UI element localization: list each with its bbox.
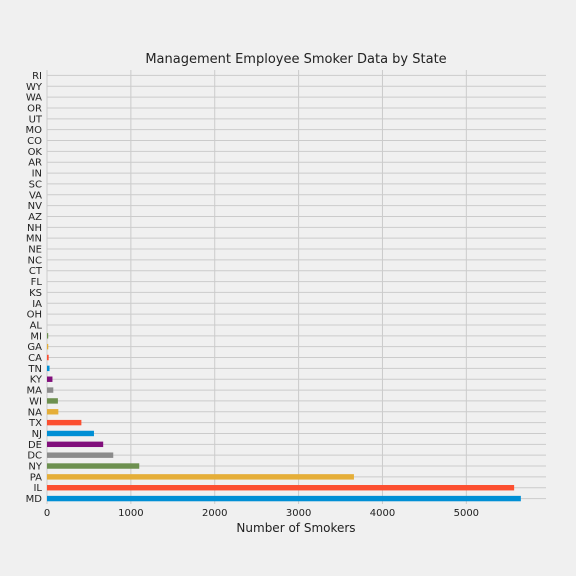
bar-nj — [47, 431, 94, 436]
y-tick-label: NE — [28, 245, 42, 256]
y-tick-label: OR — [27, 103, 42, 114]
bar-dc — [47, 452, 113, 457]
y-tick-label: KS — [29, 288, 42, 299]
y-tick-label: WI — [29, 396, 42, 407]
y-tick-label: NH — [27, 223, 42, 234]
y-tick-label: NA — [28, 407, 42, 418]
y-tick-label: CO — [27, 136, 42, 147]
y-tick-label: WA — [26, 93, 42, 104]
y-tick-label: FL — [31, 277, 43, 288]
y-tick-label: OK — [28, 147, 43, 158]
y-tick-label: NC — [28, 255, 42, 266]
y-tick-label: GA — [27, 342, 42, 353]
x-tick-label: 2000 — [202, 508, 227, 519]
bars — [47, 333, 521, 501]
y-tick-label: DE — [28, 440, 42, 451]
y-tick-label: CA — [28, 353, 42, 364]
y-tick-label: TN — [27, 364, 42, 375]
y-tick-label: NY — [28, 462, 42, 473]
bar-ma — [47, 387, 53, 392]
y-tick-label: MA — [27, 386, 43, 397]
x-tick-label: 0 — [44, 508, 50, 519]
y-tick-label: KY — [30, 375, 43, 386]
y-tick-label: DC — [27, 451, 42, 462]
y-tick-label: TX — [28, 418, 42, 429]
x-tick-label: 1000 — [118, 508, 143, 519]
y-tick-label: MI — [30, 331, 42, 342]
bar-wi — [47, 398, 58, 403]
y-tick-label: WY — [26, 82, 43, 93]
x-axis-label: Number of Smokers — [236, 521, 355, 535]
bar-tx — [47, 420, 81, 425]
bar-ca — [47, 355, 49, 360]
y-tick-label: NJ — [32, 429, 42, 440]
y-tick-label: RI — [32, 71, 42, 82]
bar-ky — [47, 377, 52, 382]
grid-lines — [47, 70, 546, 504]
bar-ga — [47, 344, 48, 349]
y-tick-label: MD — [26, 494, 43, 505]
x-tick-labels: 0 1000 2000 3000 4000 5000 — [44, 508, 479, 519]
bar-tn — [47, 366, 50, 371]
y-tick-label: MO — [26, 125, 43, 136]
y-tick-label: MN — [26, 234, 42, 245]
y-tick-label: NV — [28, 201, 42, 212]
y-tick-label: AL — [30, 320, 43, 331]
y-tick-label: PA — [30, 472, 42, 483]
bar-ny — [47, 463, 139, 468]
x-tick-label: 5000 — [454, 508, 479, 519]
y-tick-label: IN — [32, 169, 42, 180]
bar-il — [47, 485, 514, 490]
y-tick-label: UT — [29, 114, 43, 125]
y-tick-label: CT — [29, 266, 43, 277]
bar-pa — [47, 474, 354, 479]
y-tick-label: VA — [29, 190, 42, 201]
y-tick-label: OH — [27, 310, 42, 321]
y-tick-label: SC — [29, 179, 42, 190]
y-tick-label: AZ — [28, 212, 42, 223]
bar-md — [47, 496, 521, 501]
bar-mi — [47, 333, 48, 338]
bar-de — [47, 442, 103, 447]
y-tick-label: IL — [33, 483, 42, 494]
x-tick-label: 4000 — [370, 508, 395, 519]
y-tick-labels: MDILPANYDCDENJTXNAWIMAKYTNCAGAMIALOHIAKS… — [26, 71, 43, 505]
chart-title: Management Employee Smoker Data by State — [145, 52, 446, 67]
bar-na — [47, 409, 58, 414]
y-tick-label: IA — [32, 299, 42, 310]
y-tick-label: AR — [28, 158, 42, 169]
x-tick-label: 3000 — [286, 508, 311, 519]
